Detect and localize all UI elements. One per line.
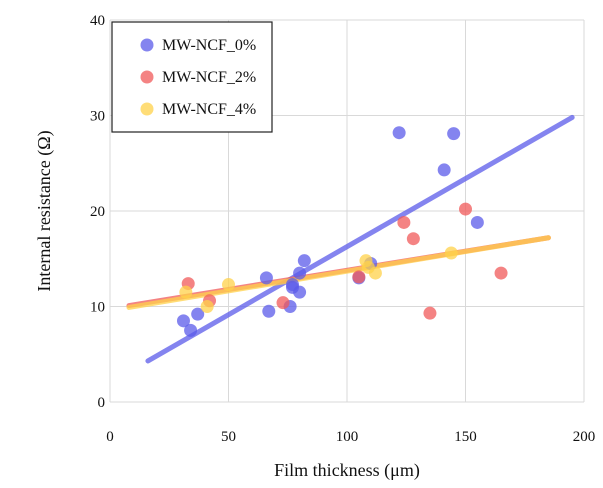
data-point-series-0 — [447, 127, 461, 141]
data-point-series-0 — [437, 163, 451, 177]
data-point-series-0 — [293, 285, 307, 299]
y-tick-labels: 0 10 20 30 40 — [90, 13, 105, 411]
data-point-series-1 — [397, 215, 411, 229]
legend-marker — [140, 70, 154, 84]
y-tick-label: 10 — [90, 300, 105, 316]
data-point-series-2 — [200, 300, 214, 313]
y-axis-title: Internal resistance (Ω) — [34, 130, 55, 291]
data-point-series-2 — [444, 246, 458, 260]
data-point-series-1 — [423, 306, 437, 320]
y-tick-label: 20 — [90, 204, 105, 220]
data-point-series-1 — [352, 270, 366, 284]
y-tick-label: 0 — [98, 395, 106, 411]
x-tick-labels: 0 50 100 150 200 — [106, 429, 595, 445]
data-point-series-0 — [293, 266, 307, 280]
data-point-series-0 — [191, 307, 205, 321]
data-point-series-0 — [259, 271, 273, 285]
data-points — [176, 126, 508, 337]
data-point-series-0 — [184, 323, 198, 337]
legend-label: MW-NCF_4% — [162, 101, 256, 118]
y-tick-label: 40 — [90, 13, 105, 29]
data-point-series-1 — [276, 296, 290, 310]
y-tick-label: 30 — [90, 109, 105, 125]
data-point-series-0 — [297, 254, 311, 268]
trend-line-series-2 — [126, 235, 551, 310]
legend-label: MW-NCF_0% — [162, 37, 256, 54]
legend: MW-NCF_0% MW-NCF_2% MW-NCF_4% — [111, 21, 273, 133]
data-point-series-1 — [406, 232, 420, 246]
data-point-series-0 — [470, 215, 484, 229]
data-point-series-1 — [494, 266, 508, 280]
legend-label: MW-NCF_2% — [162, 69, 256, 86]
trend-lines — [126, 114, 575, 364]
x-tick-label: 50 — [221, 429, 236, 445]
legend-marker — [140, 102, 154, 116]
data-point-series-0 — [262, 304, 276, 318]
trend-line-series-0 — [145, 114, 575, 364]
data-point-series-0 — [176, 314, 190, 328]
data-point-series-2 — [368, 266, 382, 280]
x-axis-title: Film thickness (μm) — [274, 460, 420, 481]
data-point-series-1 — [459, 202, 472, 216]
legend-marker — [140, 38, 154, 52]
data-point-series-2 — [222, 278, 235, 292]
data-point-series-0 — [392, 126, 406, 140]
data-point-series-2 — [179, 285, 193, 299]
x-tick-label: 150 — [454, 429, 477, 445]
x-tick-label: 200 — [573, 429, 596, 445]
x-tick-label: 0 — [106, 429, 114, 445]
x-tick-label: 100 — [336, 429, 359, 445]
legend-box — [111, 21, 273, 133]
